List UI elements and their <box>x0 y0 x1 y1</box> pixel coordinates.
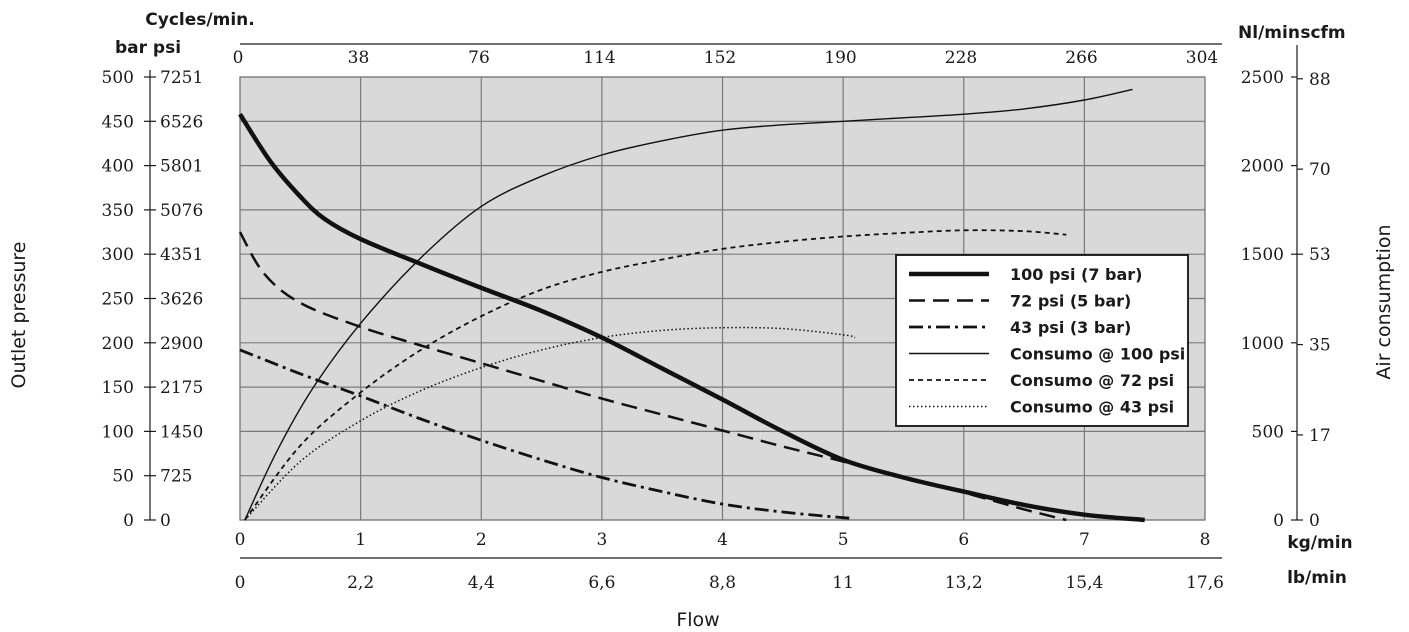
x-kg-tick-label: 3 <box>596 530 607 550</box>
x-kg-tick-label: 0 <box>235 530 246 550</box>
y-right-axis-title: Air consumption <box>1373 224 1395 379</box>
x-lb-tick-label: 11 <box>832 573 854 593</box>
y-nl-tick-label: 2500 <box>1241 68 1284 88</box>
x-lb-tick-label: 8,8 <box>709 573 736 593</box>
y-psi-tick-label: 5801 <box>160 157 203 177</box>
y-right-unit-nl: Nl/min <box>1238 23 1300 43</box>
legend-entry-1: 100 psi (7 bar) <box>1010 265 1142 284</box>
x-kg-tick-label: 8 <box>1200 530 1211 550</box>
series-line-4 <box>244 88 1133 521</box>
x-top-axis-label: Cycles/min. <box>145 10 254 30</box>
legend-entry-4: Consumo @ 100 psi <box>1010 345 1185 364</box>
x-lb-tick-label: 15,4 <box>1065 573 1103 593</box>
x-cycles-tick-label: 114 <box>583 48 615 68</box>
y-psi-tick-label: 2900 <box>160 334 203 354</box>
x-kg-tick-label: 2 <box>476 530 487 550</box>
x-kg-tick-label: 5 <box>838 530 849 550</box>
y-bar-tick-label: 450 <box>102 112 134 132</box>
y-nl-tick-label: 2000 <box>1241 157 1284 177</box>
y-psi-tick-label: 3626 <box>160 290 203 310</box>
y-left-axis-title: Outlet pressure <box>8 242 30 389</box>
y-bar-tick-label: 300 <box>102 245 134 265</box>
y-bar-tick-label: 100 <box>102 422 134 442</box>
series-line-5 <box>244 229 1067 521</box>
x-lb-tick-label: 4,4 <box>468 573 495 593</box>
x-lb-tick-label: 2,2 <box>347 573 374 593</box>
x-unit-kg-label: kg/min <box>1287 533 1352 553</box>
y-scfm-tick-label: 35 <box>1309 336 1331 356</box>
y-bar-tick-label: 350 <box>102 201 134 221</box>
series-line-3 <box>239 348 850 520</box>
x-cycles-tick-label: 304 <box>1186 48 1218 68</box>
series-line-1 <box>238 112 1145 523</box>
x-cycles-tick-label: 228 <box>945 48 977 68</box>
x-lb-tick-label: 13,2 <box>945 573 983 593</box>
x-kg-tick-label: 1 <box>355 530 366 550</box>
y-nl-tick-label: 500 <box>1252 422 1284 442</box>
y-scfm-tick-label: 70 <box>1309 160 1331 180</box>
legend: 100 psi (7 bar) 72 psi (5 bar) 43 psi (3 b… <box>895 254 1189 427</box>
y-psi-tick-label: 7251 <box>160 68 203 88</box>
y-psi-tick-label: 1450 <box>160 422 203 442</box>
y-bar-tick-label: 0 <box>123 511 134 531</box>
legend-entry-5: Consumo @ 72 psi <box>1010 371 1174 390</box>
y-scfm-tick-label: 0 <box>1309 511 1320 531</box>
x-cycles-tick-label: 152 <box>704 48 736 68</box>
y-psi-tick-label: 6526 <box>160 112 203 132</box>
legend-entry-3: 43 psi (3 bar) <box>1010 318 1131 337</box>
x-cycles-tick-label: 190 <box>824 48 856 68</box>
y-bar-tick-label: 400 <box>102 157 134 177</box>
y-psi-tick-label: 2175 <box>160 378 203 398</box>
x-kg-tick-label: 6 <box>958 530 969 550</box>
y-nl-tick-label: 0 <box>1273 511 1284 531</box>
x-unit-lb-label: lb/min <box>1287 568 1347 588</box>
x-lb-tick-label: 17,6 <box>1186 573 1224 593</box>
legend-entry-6: Consumo @ 43 psi <box>1010 398 1174 417</box>
y-nl-tick-label: 1000 <box>1241 334 1284 354</box>
y-bar-tick-label: 50 <box>112 467 134 487</box>
x-lb-tick-label: 0 <box>235 573 246 593</box>
x-lb-tick-label: 6,6 <box>588 573 615 593</box>
x-cycles-tick-label: 76 <box>468 48 490 68</box>
y-bar-tick-label: 250 <box>102 290 134 310</box>
x-cycles-tick-label: 38 <box>348 48 370 68</box>
legend-box <box>895 254 1189 427</box>
y-psi-tick-label: 725 <box>160 467 192 487</box>
y-psi-tick-label: 0 <box>160 511 171 531</box>
y-nl-tick-label: 1500 <box>1241 245 1284 265</box>
series-lines <box>238 88 1145 523</box>
y-bar-tick-label: 200 <box>102 334 134 354</box>
x-axis-title: Flow <box>676 609 719 631</box>
series-line-2 <box>238 231 1067 522</box>
y-psi-tick-label: 4351 <box>160 245 203 265</box>
y-scfm-tick-label: 88 <box>1309 70 1331 90</box>
y-bar-tick-label: 150 <box>102 378 134 398</box>
y-psi-tick-label: 5076 <box>160 201 203 221</box>
x-kg-tick-label: 4 <box>717 530 728 550</box>
y-left-units-label: bar psi <box>115 38 181 58</box>
y-scfm-tick-label: 53 <box>1309 245 1331 265</box>
y-bar-tick-label: 500 <box>102 68 134 88</box>
x-cycles-tick-label: 266 <box>1065 48 1097 68</box>
y-scfm-tick-label: 17 <box>1309 426 1331 446</box>
y-right-unit-scfm: scfm <box>1300 23 1345 43</box>
x-kg-tick-label: 7 <box>1079 530 1090 550</box>
grid-lines <box>239 76 1206 521</box>
legend-entry-2: 72 psi (5 bar) <box>1010 292 1131 311</box>
x-cycles-tick-label: 0 <box>233 48 244 68</box>
axes <box>144 43 1303 559</box>
